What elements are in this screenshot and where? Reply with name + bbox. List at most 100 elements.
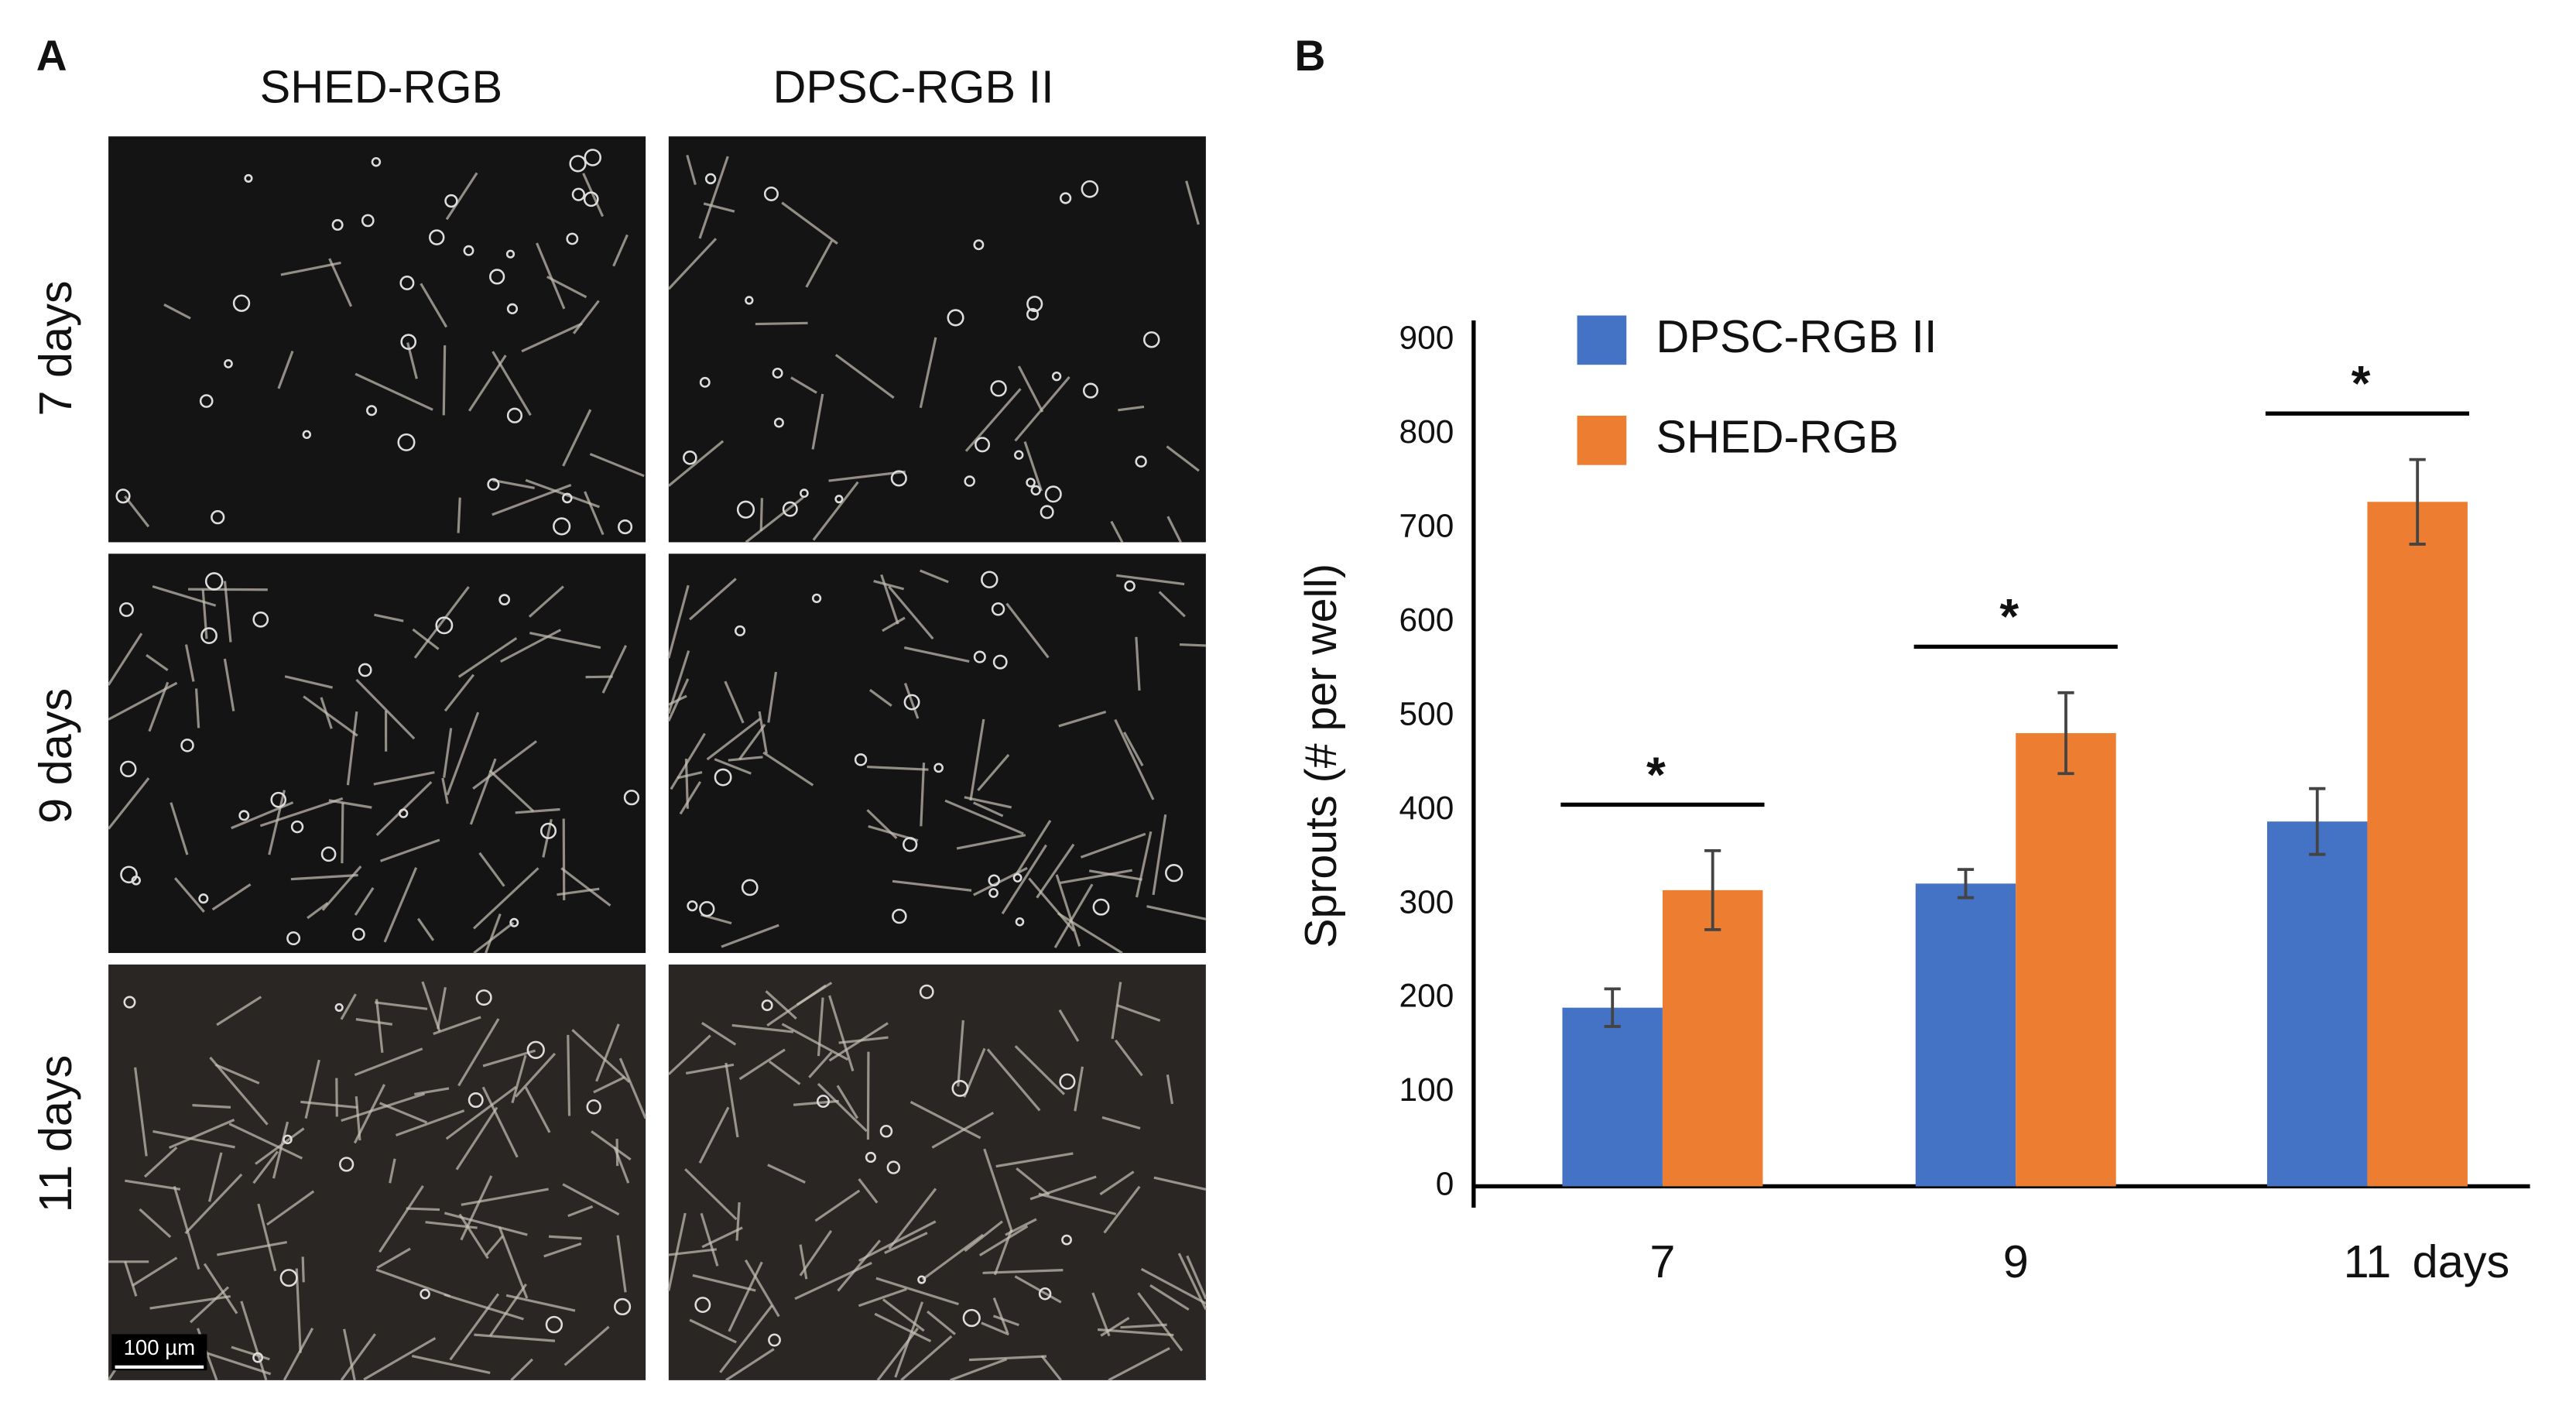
sprout [793, 1099, 839, 1106]
sprout [355, 1096, 361, 1141]
sprout [216, 996, 262, 1027]
sprout [867, 765, 929, 771]
cell [1092, 898, 1110, 916]
sprout [152, 1129, 235, 1149]
sprout [1058, 710, 1107, 728]
sprout [525, 478, 600, 509]
cell [118, 602, 134, 617]
sprout [595, 1023, 620, 1082]
sprout [307, 902, 329, 920]
cell [398, 808, 409, 818]
y-tick-label: 0 [1436, 1166, 1454, 1202]
cell [506, 303, 519, 314]
sprout [689, 1318, 737, 1344]
cell [545, 1315, 564, 1334]
cell [468, 1092, 484, 1108]
sprout [670, 732, 706, 790]
sprout [698, 156, 729, 239]
sprout [1005, 602, 1050, 659]
sprout [445, 1085, 517, 1140]
sprout [888, 585, 934, 640]
sprout [461, 1188, 549, 1206]
y-tick-label: 300 [1399, 883, 1454, 920]
sprout [134, 1067, 148, 1157]
sprout [1088, 869, 1142, 881]
sprout [564, 1325, 610, 1366]
sprout [858, 1220, 937, 1262]
sprout [765, 990, 797, 1020]
sprout [223, 658, 235, 711]
sprout [375, 780, 433, 837]
sprout [888, 1188, 937, 1250]
sprout [207, 1152, 223, 1202]
sprout [1140, 1267, 1207, 1305]
cell [1038, 1287, 1052, 1301]
cell [584, 149, 601, 166]
sprout [721, 924, 779, 948]
bar [1915, 883, 2016, 1187]
cell [509, 917, 519, 927]
panel-label: B [1294, 32, 1325, 80]
sprout [209, 1056, 269, 1126]
sprout [341, 1092, 426, 1123]
sprout [1123, 732, 1144, 766]
sprout [616, 1235, 627, 1293]
sprout [139, 1208, 172, 1239]
micrograph [108, 136, 646, 543]
sprout [184, 1173, 243, 1235]
sprout [355, 678, 416, 740]
sprout [546, 276, 587, 299]
sprout [124, 495, 150, 528]
sprout [499, 629, 562, 663]
sprout [808, 1051, 833, 1078]
sprout [781, 201, 838, 245]
cell [286, 931, 301, 946]
sprout [762, 751, 814, 787]
micrograph [108, 554, 646, 954]
sprout [805, 240, 834, 288]
sprout [589, 452, 645, 478]
cell [973, 239, 985, 251]
significance-star: * [2352, 356, 2371, 411]
cell [741, 879, 759, 896]
sprout [1135, 831, 1153, 898]
sprout [125, 1179, 181, 1191]
cell [1026, 478, 1036, 488]
cell [618, 519, 633, 535]
sprout [969, 718, 985, 801]
sprout [355, 1018, 393, 1026]
sprout [837, 1239, 882, 1292]
sprout [548, 1235, 582, 1240]
cell [933, 763, 944, 773]
sprout [1057, 912, 1123, 955]
sprout [744, 1259, 780, 1318]
cell [811, 593, 822, 604]
sprout [703, 202, 735, 213]
sprout [920, 569, 949, 584]
sprout [811, 393, 824, 450]
error-bar [1704, 848, 1721, 931]
sprout [1053, 883, 1094, 948]
cell [1059, 192, 1072, 204]
sprout [472, 867, 540, 930]
cell [947, 309, 964, 327]
micrograph [668, 136, 1206, 543]
sprout [667, 238, 718, 290]
sprout [903, 646, 970, 663]
cell [204, 572, 224, 591]
sprout [152, 585, 217, 607]
sprout [689, 578, 737, 621]
cell [583, 191, 599, 207]
sprout [488, 769, 535, 813]
sprout [1153, 1176, 1207, 1191]
sprout [1116, 574, 1185, 586]
sprout [492, 478, 535, 490]
sprout [184, 644, 195, 682]
cell [973, 650, 986, 663]
sprout [412, 628, 440, 650]
sprout [858, 1178, 879, 1204]
sprout [618, 1057, 647, 1119]
sprout [731, 1023, 794, 1033]
sprout [903, 683, 920, 719]
sprout [340, 993, 357, 1020]
